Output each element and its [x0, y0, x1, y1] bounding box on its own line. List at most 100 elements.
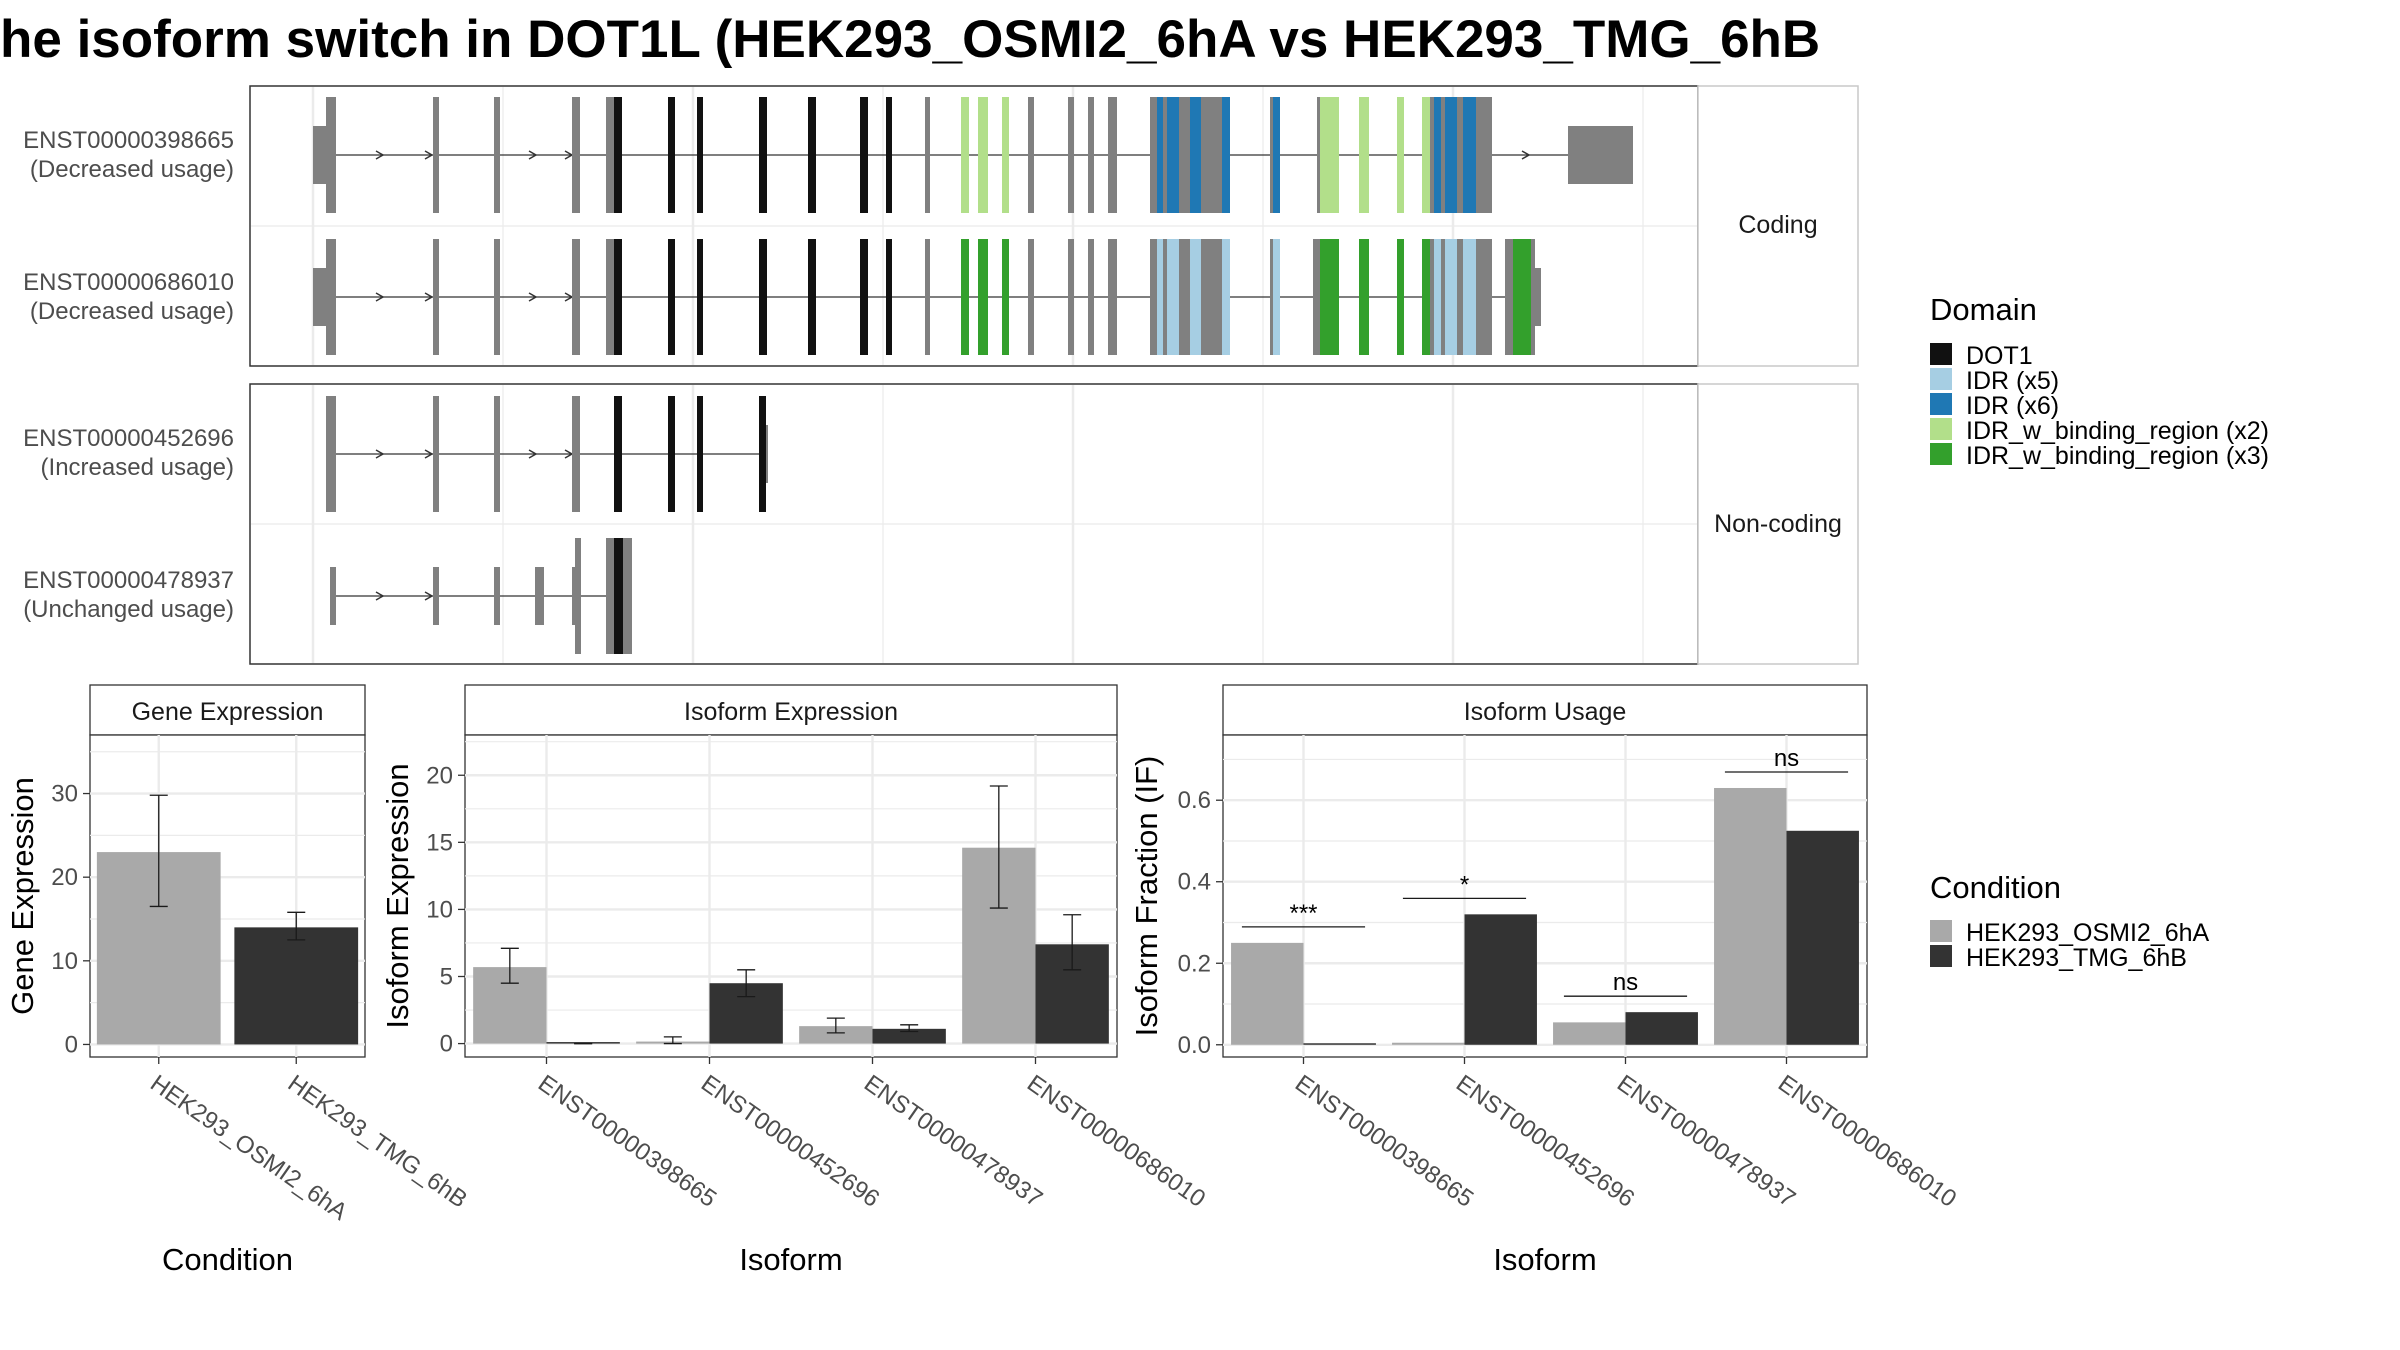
bar	[799, 1026, 873, 1044]
condition-legend-title: Condition	[1930, 870, 2061, 905]
y-tick-label: 30	[51, 781, 78, 808]
transcript-model-3	[326, 396, 768, 512]
domain-IDR-x5	[1157, 239, 1476, 355]
transcript-id-1: ENST00000398665	[23, 127, 234, 154]
legend-key-idr-x6	[1930, 393, 1952, 415]
noncoding-panel-grid	[251, 385, 1697, 663]
y-ticks: 0 10 20 30	[51, 781, 90, 1058]
y-ticks: 0 5 10 15 20	[426, 762, 465, 1058]
bar	[1303, 1043, 1376, 1045]
legend-key-dot1	[1930, 343, 1952, 365]
x-ticks: ENST00000398665ENST00000452696ENST000004…	[533, 1057, 1210, 1213]
bar	[1625, 1012, 1698, 1045]
transcript-model-1	[313, 97, 1633, 213]
y-tick-label: 0.2	[1178, 950, 1211, 977]
y-tick-label: 20	[426, 762, 453, 789]
y-axis-title: Gene Expression	[5, 777, 40, 1015]
domain-DOT1	[614, 239, 892, 355]
significance-label: ns	[1613, 969, 1638, 996]
intron-arrows	[375, 591, 434, 601]
y-tick-label: 10	[426, 896, 453, 923]
legend-label-condA: HEK293_OSMI2_6hA	[1966, 919, 2210, 947]
domain-legend: Domain DOT1 IDR (x5) IDR (x6) IDR_w_bind…	[1930, 292, 2269, 470]
legend-label-idr-x5: IDR (x5)	[1966, 367, 2059, 395]
intron-arrows	[375, 150, 1531, 160]
noncoding-strip	[1697, 383, 1859, 665]
x-axis-title: Condition	[162, 1242, 293, 1277]
figure-title: he isoform switch in DOT1L (HEK293_OSMI2…	[0, 10, 1820, 69]
significance-label: ***	[1289, 900, 1317, 927]
domain-DOT1	[614, 538, 623, 654]
significance-label: *	[1460, 871, 1469, 898]
x-tick-label: ENST00000398665	[1290, 1070, 1478, 1213]
x-tick-label: ENST00000478937	[859, 1070, 1047, 1213]
legend-label-idrb-x3: IDR_w_binding_region (x3)	[1966, 442, 2269, 470]
x-tick-label: ENST00000452696	[696, 1070, 884, 1213]
bar	[1553, 1022, 1626, 1045]
legend-label-idr-x6: IDR (x6)	[1966, 392, 2059, 420]
x-tick-label: ENST00000686010	[1773, 1070, 1961, 1213]
noncoding-strip-label: Non-coding	[1714, 510, 1842, 538]
isoform-expression-chart: Isoform Expression 0 5 10 15 20 ENST00000398…	[380, 684, 1210, 1277]
y-tick-label: 0	[65, 1031, 78, 1058]
legend-key-condB	[1930, 945, 1952, 967]
transcript-usage-3: (Increased usage)	[41, 454, 234, 481]
transcript-model-4	[330, 538, 632, 654]
significance-label: ns	[1774, 745, 1799, 772]
y-tick-label: 0.4	[1178, 869, 1211, 896]
bar	[1392, 1042, 1465, 1045]
condition-legend: Condition HEK293_OSMI2_6hA HEK293_TMG_6h…	[1930, 870, 2210, 972]
transcript-model-2	[313, 239, 1541, 355]
panel-strip	[1222, 684, 1868, 736]
error-bars	[149, 794, 306, 941]
y-axis-title: Isoform Expression	[380, 763, 415, 1028]
x-tick-label: ENST00000478937	[1612, 1070, 1800, 1213]
transcript-id-4: ENST00000478937	[23, 567, 234, 594]
bar	[1464, 914, 1537, 1045]
domain-IDR-x6	[1157, 97, 1476, 213]
transcript-structure-panels: Coding Non-coding ENST00000398665 (Decre…	[23, 85, 1859, 665]
transcript-labels: ENST00000398665 (Decreased usage) ENST00…	[23, 127, 234, 623]
legend-label-dot1: DOT1	[1966, 342, 2033, 370]
bars	[1231, 787, 1859, 1045]
x-axis-title: Isoform	[739, 1242, 842, 1277]
x-axis-title: Isoform	[1493, 1242, 1596, 1277]
y-tick-label: 0.0	[1178, 1032, 1211, 1059]
bar	[1786, 830, 1859, 1045]
domain-IDR-binding-x2	[961, 97, 1430, 213]
y-ticks: 0.0 0.2 0.4 0.6	[1178, 787, 1223, 1059]
legend-label-condB: HEK293_TMG_6hB	[1966, 944, 2187, 972]
y-axis-title: Isoform Fraction (IF)	[1129, 756, 1164, 1037]
panel-strip	[89, 684, 366, 736]
x-tick-label: ENST00000398665	[533, 1070, 721, 1213]
transcript-usage-4: (Unchanged usage)	[23, 596, 234, 623]
y-tick-label: 0	[440, 1031, 453, 1058]
legend-key-condA	[1930, 920, 1952, 942]
y-tick-label: 15	[426, 829, 453, 856]
bar	[546, 1042, 620, 1044]
error-bars	[500, 785, 1082, 1045]
transcript-usage-1: (Decreased usage)	[30, 156, 234, 183]
domain-IDR-binding-x3	[961, 239, 1531, 355]
coding-strip	[1697, 85, 1859, 367]
bar	[234, 927, 359, 1045]
panel-strip	[464, 684, 1118, 736]
domain-DOT1	[614, 396, 766, 512]
transcript-usage-2: (Decreased usage)	[30, 298, 234, 325]
domain-DOT1	[614, 97, 892, 213]
legend-key-idrb-x3	[1930, 443, 1952, 465]
y-tick-label: 20	[51, 864, 78, 891]
bar	[1231, 942, 1304, 1045]
panel-title: Isoform Usage	[1464, 698, 1627, 726]
bar	[872, 1028, 946, 1044]
panel-title: Gene Expression	[132, 698, 324, 726]
x-tick-label: ENST00000686010	[1022, 1070, 1210, 1213]
legend-key-idrb-x2	[1930, 418, 1952, 440]
domain-legend-title: Domain	[1930, 292, 2037, 327]
y-tick-label: 10	[51, 948, 78, 975]
y-tick-label: 0.6	[1178, 787, 1211, 814]
legend-label-idrb-x2: IDR_w_binding_region (x2)	[1966, 417, 2269, 445]
